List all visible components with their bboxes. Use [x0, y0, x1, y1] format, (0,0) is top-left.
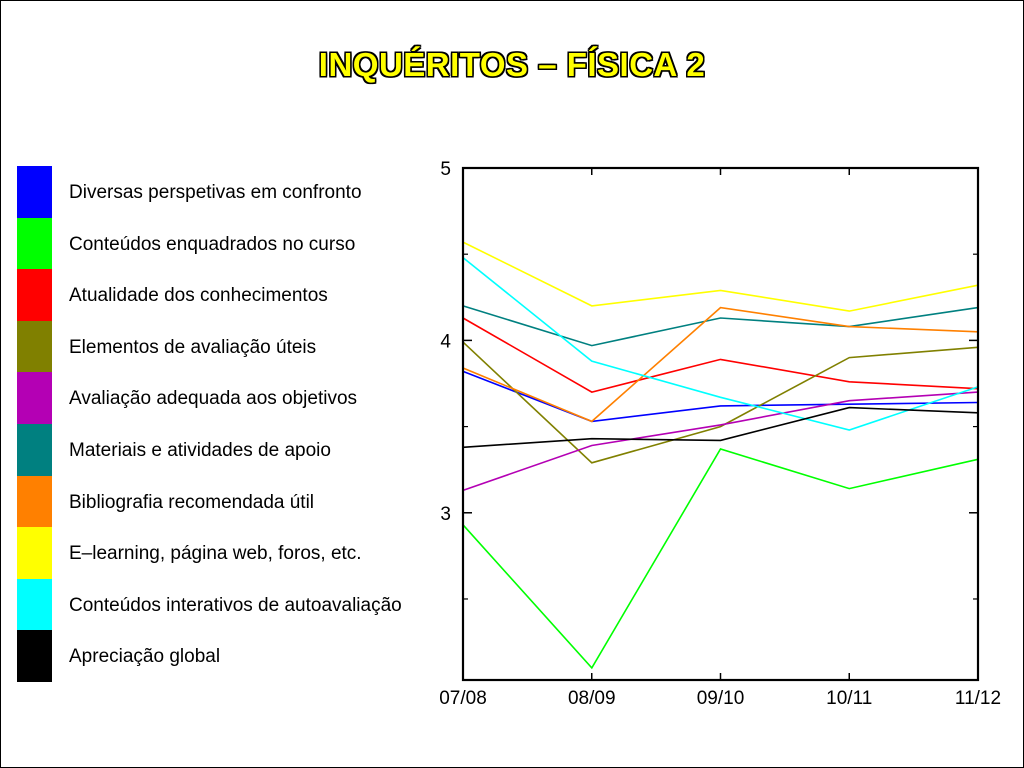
y-tick-label: 3 — [440, 504, 451, 525]
series-line — [462, 341, 979, 464]
legend-swatch — [17, 372, 52, 424]
legend-label: E–learning, página web, foros, etc. — [69, 543, 362, 565]
legend-swatch — [17, 475, 52, 528]
x-tick-label: 10/11 — [826, 688, 872, 709]
series-line — [462, 305, 979, 347]
x-tick-label: 11/12 — [955, 688, 1001, 709]
legend-swatch — [17, 578, 52, 631]
y-tick-label: 4 — [440, 331, 451, 352]
legend-swatch — [17, 423, 52, 476]
legend-label: Materiais e atividades de apoio — [69, 439, 331, 461]
x-tick-label: 08/09 — [568, 688, 616, 709]
x-tick-label: 09/10 — [697, 688, 745, 709]
page-title: INQUÉRITOS – FÍSICA 2 — [318, 46, 706, 83]
legend-swatch — [17, 527, 52, 579]
series-line — [462, 391, 979, 492]
series-line — [462, 317, 979, 393]
legend-label: Diversas perspetivas em confronto — [69, 182, 362, 203]
x-tick-label: 07/08 — [439, 688, 487, 709]
series-line — [462, 448, 979, 670]
legend-label: Elementos de avaliação úteis — [69, 336, 317, 358]
legend-label: Conteúdos enquadrados no curso — [69, 233, 356, 255]
legend-label: Atualidade dos conhecimentos — [69, 285, 328, 307]
y-tick-label: 5 — [440, 159, 451, 180]
series-line — [462, 370, 979, 423]
legend-label: Avaliação adequada aos objetivos — [69, 388, 358, 410]
legend-swatch — [17, 630, 52, 682]
series-line — [462, 306, 979, 423]
legend-swatch — [17, 269, 52, 321]
legend-label: Apreciação global — [69, 646, 221, 668]
series-line — [462, 406, 979, 449]
legend-label: Conteúdos interativos de autoavaliação — [69, 594, 402, 616]
legend-label: Bibliografia recomendada útil — [69, 491, 315, 513]
legend-swatch — [17, 320, 52, 373]
legend-swatch — [17, 166, 52, 218]
legend-swatch — [17, 217, 52, 270]
plot-area — [461, 166, 980, 682]
series-line — [462, 241, 979, 312]
series-line — [462, 256, 979, 431]
